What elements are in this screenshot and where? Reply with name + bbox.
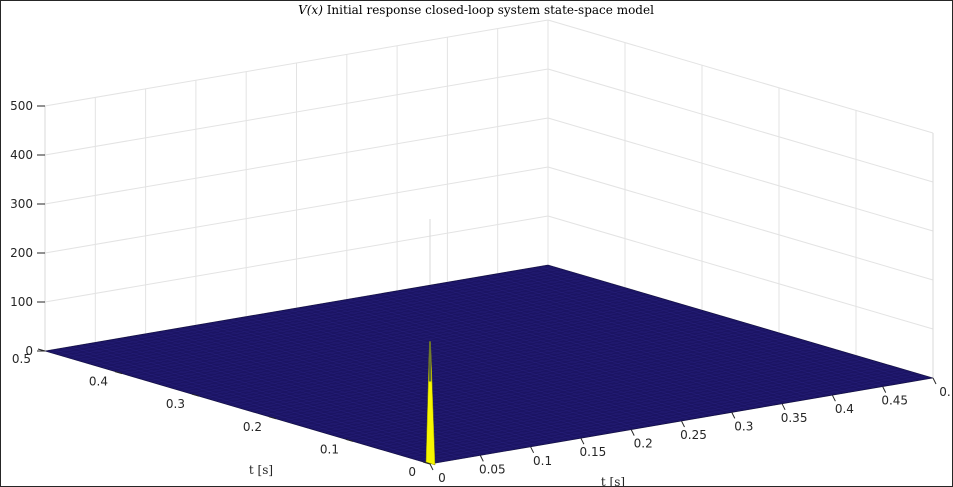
x-tick-label: 0.3 xyxy=(734,419,753,433)
x-tick-mark xyxy=(731,412,736,419)
y-tick-mark xyxy=(191,393,200,397)
x-tick-label: 0.1 xyxy=(533,454,552,468)
x-tick-mark xyxy=(580,437,585,445)
chart-title-text: Initial response closed-loop system stat… xyxy=(323,3,654,17)
tick-layer: 010020030040050000.10.20.30.40.500.050.1… xyxy=(10,99,951,485)
y-tick-mark xyxy=(114,371,123,375)
chart-title-math: V(x) xyxy=(298,3,323,17)
x-tick-mark xyxy=(479,455,484,462)
mesh-line xyxy=(57,268,561,355)
x-tick-label: 0.45 xyxy=(881,394,908,408)
x-tick-mark xyxy=(429,463,434,471)
surface-spike-tip xyxy=(428,341,432,382)
mesh-line xyxy=(497,273,883,387)
mesh-line xyxy=(522,269,908,383)
grid-line xyxy=(44,19,549,107)
chart-title: V(x) Initial response closed-loop system… xyxy=(298,3,654,17)
x-tick-mark xyxy=(781,403,786,411)
grid-line xyxy=(44,68,549,156)
mesh-line xyxy=(531,267,917,382)
x-tick-label: 0.25 xyxy=(680,428,707,442)
y-axis-label: t [s] xyxy=(249,463,273,477)
z-tick-label: 200 xyxy=(10,246,33,260)
grid-line xyxy=(44,166,549,254)
grid-line xyxy=(547,19,934,134)
mesh-line xyxy=(102,281,606,369)
x-tick-mark xyxy=(630,429,635,436)
y-tick-mark xyxy=(345,438,354,442)
y-tick-mark xyxy=(37,348,46,352)
x-tick-label: 0.05 xyxy=(479,462,506,476)
x-tick-mark xyxy=(681,420,685,428)
x-tick-mark xyxy=(530,446,535,454)
grid-line xyxy=(547,68,934,183)
y-tick-label: 0.5 xyxy=(12,352,31,366)
y-tick-label: 0.3 xyxy=(166,397,185,411)
x-tick-label: 0 xyxy=(438,471,446,485)
mesh-line xyxy=(70,272,574,359)
mesh-line xyxy=(472,277,858,392)
y-tick-label: 0.4 xyxy=(89,375,108,389)
x-tick-label: 0.2 xyxy=(634,437,653,451)
x-tick-mark xyxy=(932,377,937,385)
y-tick-mark xyxy=(422,461,431,465)
mesh-line xyxy=(480,276,866,390)
x-tick-label: 0. xyxy=(939,385,950,399)
mesh-line xyxy=(83,276,587,363)
x-axis-label: t [s] xyxy=(601,475,625,486)
x-tick-label: 0.35 xyxy=(781,411,808,425)
mesh-line xyxy=(96,279,600,367)
x-tick-label: 0.15 xyxy=(580,445,607,459)
mesh-line xyxy=(64,270,568,357)
y-tick-mark xyxy=(268,416,277,420)
mesh-line xyxy=(77,274,581,361)
x-tick-label: 0.4 xyxy=(835,402,854,416)
x-tick-mark xyxy=(831,394,836,402)
y-tick-label: 0 xyxy=(408,465,416,479)
mesh-line xyxy=(539,266,925,380)
grid-line xyxy=(44,215,549,303)
spike-layer xyxy=(425,341,436,466)
z-tick-label: 400 xyxy=(10,148,33,162)
mesh-line xyxy=(109,283,613,371)
mesh-line xyxy=(89,278,593,365)
mesh-line xyxy=(489,274,875,389)
mesh-line xyxy=(514,270,900,384)
grid-line xyxy=(547,117,934,232)
grid-line xyxy=(547,215,934,330)
surface-layer xyxy=(44,264,934,465)
y-tick-label: 0.1 xyxy=(320,442,339,456)
grid-line xyxy=(44,117,549,205)
z-tick-label: 100 xyxy=(10,295,33,309)
grid-line xyxy=(547,166,934,281)
x-tick-mark xyxy=(882,386,887,393)
mesh-line xyxy=(506,271,892,386)
y-tick-label: 0.2 xyxy=(243,420,262,434)
z-tick-label: 0 xyxy=(25,344,33,358)
z-tick-label: 500 xyxy=(10,99,33,113)
mesh-line xyxy=(51,266,555,354)
z-tick-label: 300 xyxy=(10,197,33,211)
